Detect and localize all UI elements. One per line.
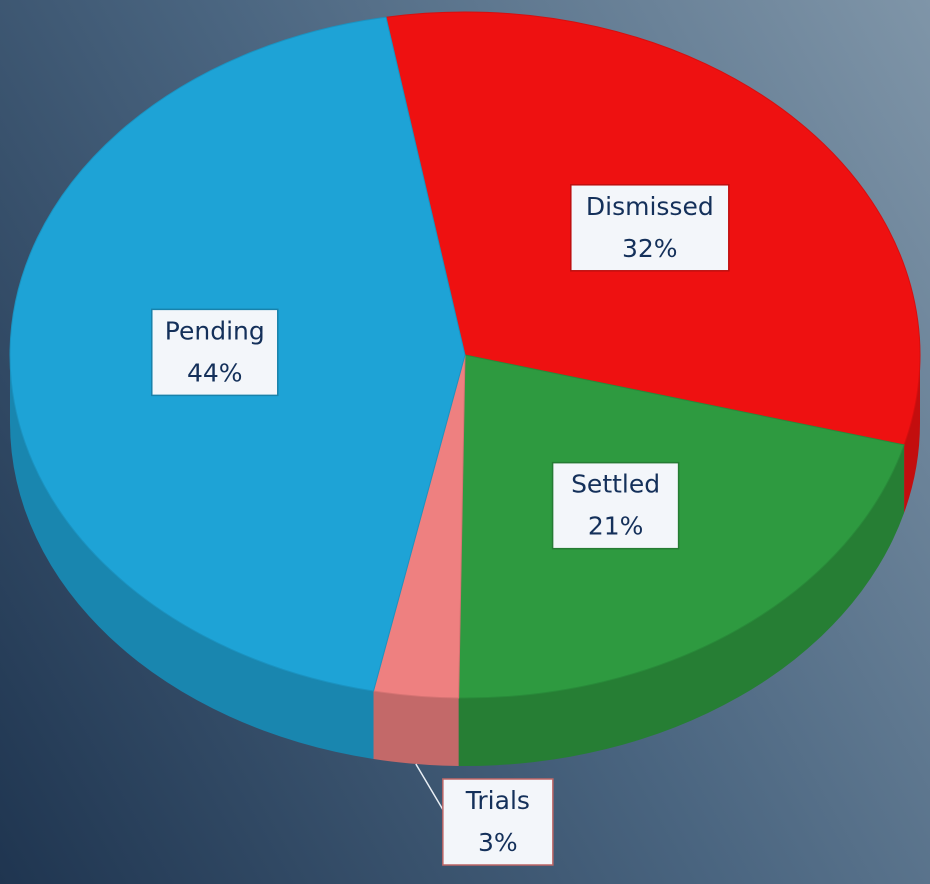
label-box xyxy=(151,308,279,397)
label-box xyxy=(570,184,730,272)
pie-side xyxy=(373,690,459,766)
pie-side xyxy=(458,444,905,766)
pie-slice xyxy=(458,354,905,699)
label-category: Dismissed xyxy=(586,192,714,221)
label-category: Settled xyxy=(571,470,660,499)
label-value: 32% xyxy=(622,234,678,263)
label-value: 3% xyxy=(478,828,518,857)
label-category: Trials xyxy=(465,786,530,815)
pie-side xyxy=(904,355,920,513)
label-category: Pending xyxy=(165,316,265,345)
label-box xyxy=(442,778,554,866)
label-box xyxy=(551,461,680,550)
label-value: 44% xyxy=(187,358,243,387)
label-value: 21% xyxy=(588,512,644,541)
pie-side xyxy=(10,355,374,759)
